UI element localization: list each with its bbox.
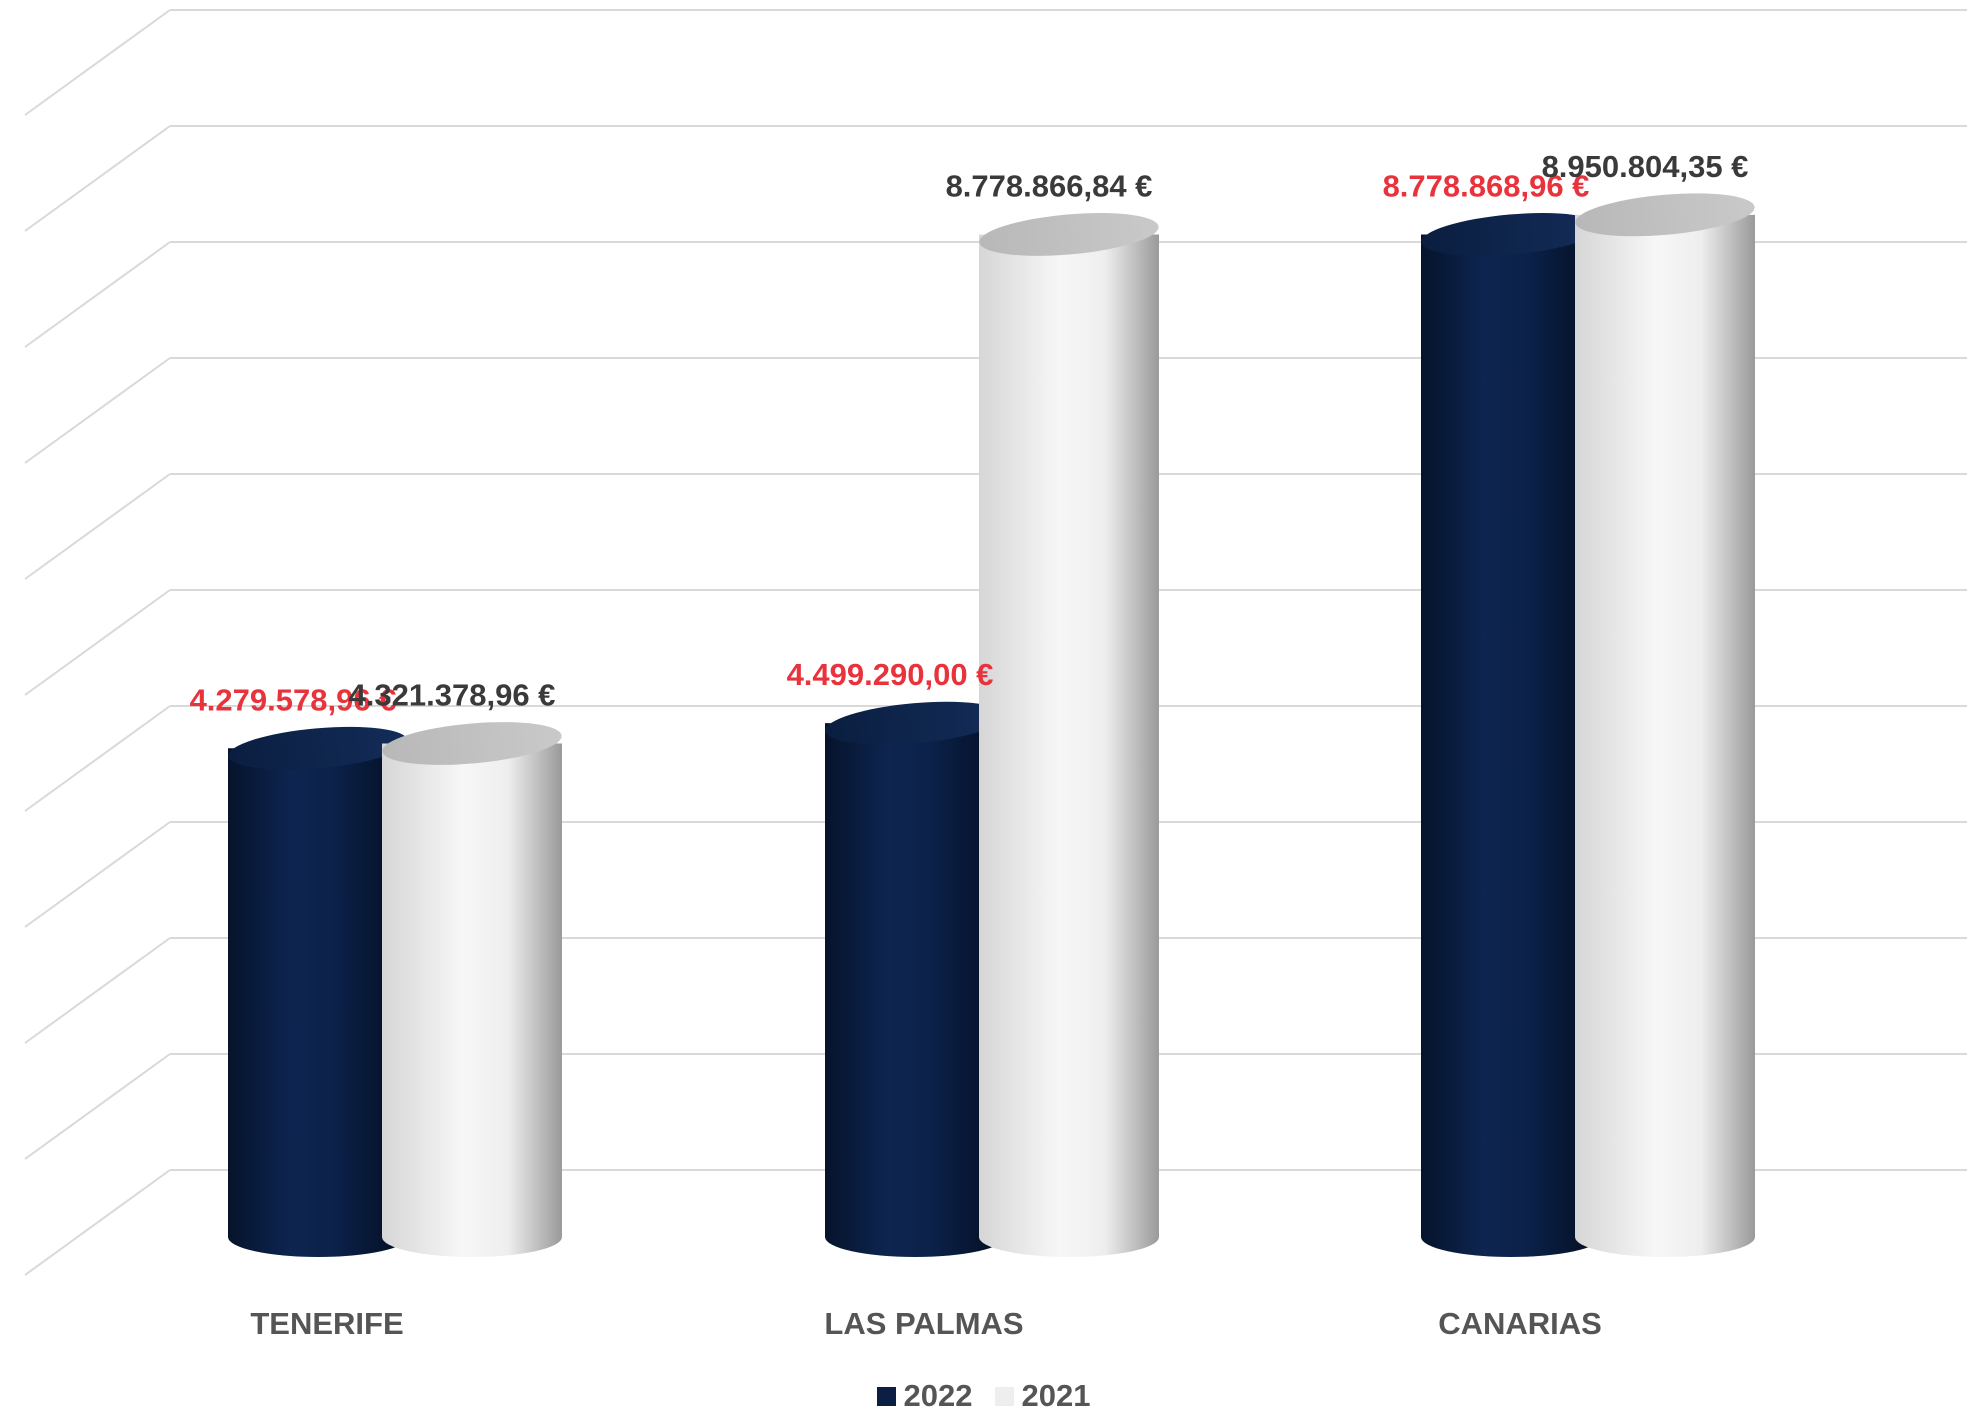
- value-label-2021-0: 4.321.378,96 €: [349, 677, 556, 712]
- bar-body: [825, 723, 1005, 1257]
- category-labels: TENERIFE LAS PALMAS CANARIAS: [250, 1306, 1601, 1341]
- legend-label-2022: 2022: [903, 1378, 973, 1413]
- value-label-2022-1: 4.499.290,00 €: [787, 657, 994, 692]
- bars: [228, 193, 1755, 1258]
- bar-body: [382, 743, 562, 1257]
- gridline-side: [24, 473, 171, 580]
- gridline-side: [24, 357, 171, 464]
- bar-top: [1421, 213, 1601, 256]
- category-label-0: TENERIFE: [250, 1306, 403, 1341]
- gridline-side: [24, 937, 171, 1044]
- gridline-side: [24, 125, 171, 232]
- bar-top: [825, 701, 1005, 745]
- bar-2022-canarias: [1421, 213, 1601, 1257]
- category-label-2: CANARIAS: [1438, 1306, 1602, 1341]
- bar-top: [979, 213, 1159, 256]
- category-label-1: LAS PALMAS: [824, 1306, 1023, 1341]
- bar-body: [979, 234, 1159, 1258]
- gridline-side: [24, 1169, 171, 1276]
- legend: 2022 2021: [0, 1376, 1967, 1416]
- value-label-2022-2: 8.778.868,96 €: [1383, 168, 1590, 203]
- value-label-2021-2: 8.950.804,35 €: [1542, 149, 1749, 184]
- gridline-side: [24, 589, 171, 696]
- gridline-side: [24, 705, 171, 812]
- legend-swatch-2022: [876, 1386, 896, 1406]
- bar-2021-canarias: [1575, 193, 1755, 1258]
- legend-item-2022: 2022: [876, 1378, 973, 1414]
- value-label-2022-0: 4.279.578,96 €: [190, 682, 397, 717]
- legend-label-2021: 2021: [1021, 1378, 1091, 1413]
- legend-swatch-2021: [994, 1386, 1014, 1406]
- bar-top: [228, 726, 408, 770]
- bar-body: [1421, 234, 1601, 1257]
- bar-2021-las-palmas: [979, 213, 1159, 1258]
- bar-2022-las-palmas: [825, 701, 1005, 1257]
- bar-2022-tenerife: [228, 726, 408, 1257]
- gridline-side: [24, 9, 171, 116]
- gridline-side: [24, 241, 171, 348]
- value-labels: 4.279.578,96 €4.321.378,96 € 4.499.290,00…: [190, 149, 1749, 717]
- legend-item-2021: 2021: [994, 1378, 1091, 1414]
- bar-body: [1575, 214, 1755, 1258]
- bar-top: [382, 722, 562, 765]
- value-label-2021-1: 8.778.866,84 €: [946, 168, 1153, 203]
- gridline-side: [24, 1053, 171, 1160]
- bar-body: [228, 748, 408, 1257]
- gridline-side: [24, 821, 171, 928]
- bar-2021-tenerife: [382, 722, 562, 1257]
- bar-top: [1575, 193, 1755, 237]
